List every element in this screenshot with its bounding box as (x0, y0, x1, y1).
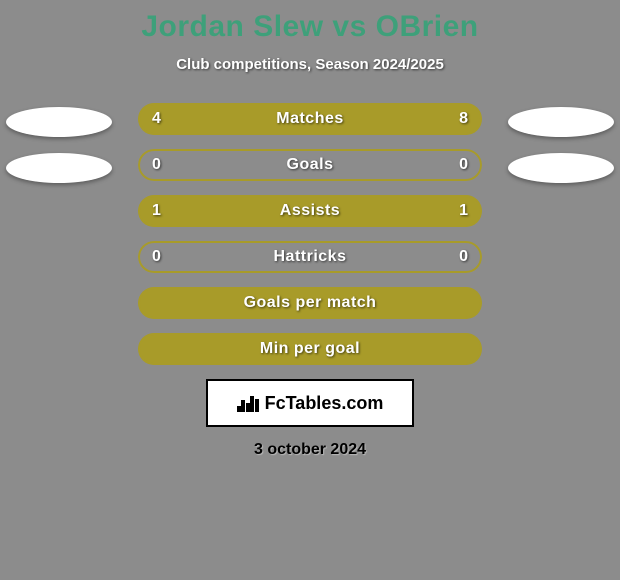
stat-row: Assists1 1 (138, 195, 482, 227)
stat-label: Assists (138, 195, 482, 227)
stat-value-right: 8 (459, 103, 468, 135)
stat-label: Hattricks (138, 241, 482, 273)
subtitle: Club competitions, Season 2024/2025 (0, 56, 620, 73)
bar-chart-icon (237, 394, 259, 412)
player-avatar-right-0 (508, 107, 614, 137)
comparison-infographic: Jordan Slew vs OBrien Club competitions,… (0, 0, 620, 580)
stats-area: Matches48Goals00Assists11Hattricks00Goal… (0, 103, 620, 365)
stat-row: Goals per match (138, 287, 482, 319)
stat-row: Matches4 8 (138, 103, 482, 135)
stat-bars: Matches48Goals00Assists11Hattricks00Goal… (138, 103, 482, 365)
stat-value-left: 4 (152, 103, 161, 135)
stat-value-left: 0 (152, 149, 161, 181)
stat-label: Matches (138, 103, 482, 135)
stat-row: Goals0 0 (138, 149, 482, 181)
stat-label: Goals per match (138, 287, 482, 319)
player-avatar-left-1 (6, 153, 112, 183)
date-label: 3 october 2024 (0, 441, 620, 459)
stat-value-right: 1 (459, 195, 468, 227)
logo-badge: FcTables.com (206, 379, 414, 427)
stat-label: Goals (138, 149, 482, 181)
stat-value-right: 0 (459, 149, 468, 181)
stat-label: Min per goal (138, 333, 482, 365)
stat-value-right: 0 (459, 241, 468, 273)
page-title: Jordan Slew vs OBrien (0, 0, 620, 44)
logo-text: FcTables.com (265, 393, 384, 414)
player-avatar-right-1 (508, 153, 614, 183)
stat-row: Min per goal (138, 333, 482, 365)
stat-value-left: 0 (152, 241, 161, 273)
stat-row: Hattricks0 0 (138, 241, 482, 273)
stat-value-left: 1 (152, 195, 161, 227)
player-avatar-left-0 (6, 107, 112, 137)
